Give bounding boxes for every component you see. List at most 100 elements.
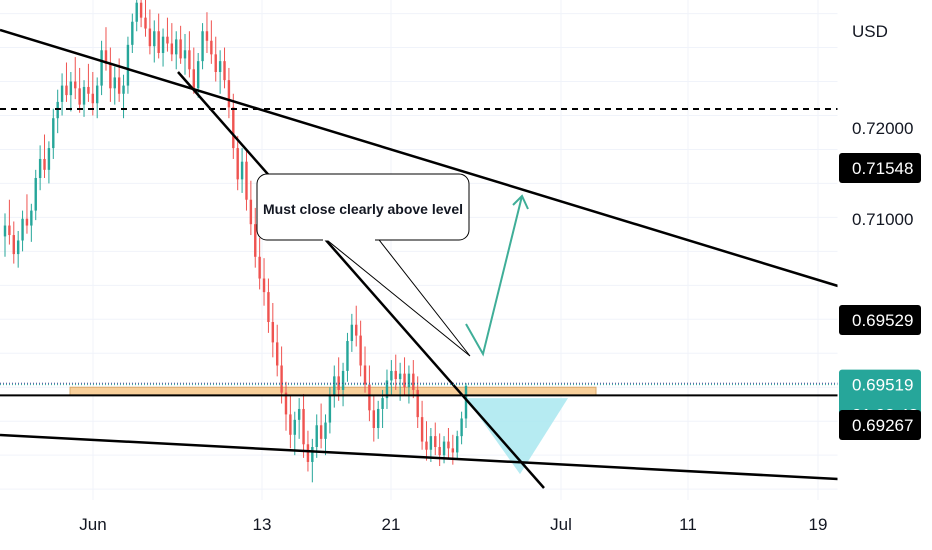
candle	[280, 365, 283, 393]
candle	[25, 218, 29, 226]
candle	[148, 28, 152, 47]
price-tag-3	[839, 410, 921, 440]
x-tick-label-0: Jun	[79, 515, 106, 534]
candle	[394, 370, 397, 380]
candle	[95, 85, 99, 104]
candle	[302, 408, 305, 445]
callout-pointer	[320, 235, 471, 357]
candle	[91, 93, 95, 104]
candle	[109, 63, 112, 89]
candle	[240, 161, 244, 180]
candle	[363, 365, 367, 385]
candle	[201, 31, 204, 62]
candle	[78, 88, 81, 105]
price-tag-1	[839, 305, 921, 335]
candle	[381, 398, 384, 409]
y-tick-label-1: 0.71000	[852, 210, 913, 229]
candles	[3, 0, 468, 483]
candle	[192, 69, 195, 89]
candle	[333, 376, 336, 396]
candle	[289, 414, 292, 435]
callout-text: Must close clearly above level	[263, 201, 463, 217]
candle	[183, 50, 187, 59]
candle	[100, 50, 103, 86]
candle	[223, 61, 226, 81]
candle	[12, 235, 15, 255]
candle	[385, 380, 389, 399]
candle	[69, 81, 73, 96]
candle	[214, 54, 217, 73]
candle	[21, 218, 24, 241]
candle	[306, 444, 310, 462]
breakout-arrow	[465, 195, 523, 357]
x-tick-label-3: Jul	[550, 515, 572, 534]
candle	[74, 81, 77, 89]
candle	[38, 158, 42, 178]
candle	[56, 101, 59, 119]
candle	[390, 370, 393, 381]
candle	[139, 2, 143, 18]
candle	[153, 31, 156, 47]
candle	[179, 39, 182, 59]
candle	[398, 373, 402, 380]
candle	[372, 410, 376, 428]
y-tick-label-0: 0.72000	[852, 119, 913, 138]
price-tag-label-1: 0.69529	[852, 311, 913, 330]
candle	[122, 85, 125, 94]
candle	[271, 322, 275, 343]
candle	[434, 436, 437, 448]
candle	[34, 177, 37, 211]
candle	[368, 384, 371, 411]
upper-trendline	[0, 28, 839, 288]
candle	[131, 21, 134, 45]
candle	[262, 278, 266, 293]
candle	[328, 395, 332, 423]
candle	[232, 107, 235, 149]
time-axis-background	[0, 500, 838, 550]
candle	[460, 418, 463, 437]
candle	[47, 148, 51, 170]
candle	[157, 31, 160, 53]
x-tick-label-1: 13	[253, 515, 272, 534]
candle	[311, 447, 314, 462]
projection-triangle	[466, 398, 568, 475]
candle	[447, 441, 450, 449]
candle	[442, 441, 446, 456]
candle	[113, 77, 116, 89]
candle	[346, 341, 349, 371]
candle	[227, 80, 231, 108]
candle	[464, 385, 468, 419]
candle	[267, 292, 270, 323]
time-axis[interactable]: Jun 13 21 Jul 11 19	[0, 500, 838, 550]
price-tag-0	[839, 153, 921, 183]
candle	[249, 199, 253, 225]
candle	[254, 224, 257, 257]
candle	[315, 425, 318, 448]
candle	[188, 50, 191, 70]
candle	[337, 376, 340, 390]
candle	[8, 225, 11, 236]
candle	[276, 342, 279, 366]
price-axis[interactable]: USD0.720000.710000.715480.695290.6951901…	[837, 0, 932, 550]
candle	[297, 408, 301, 420]
candle	[319, 425, 323, 439]
candle	[175, 39, 178, 55]
candle	[104, 50, 108, 64]
candle	[52, 118, 55, 149]
currency-label: USD	[852, 22, 888, 41]
candle	[350, 324, 354, 342]
candle	[82, 86, 86, 105]
candle	[205, 31, 209, 41]
x-tick-label-4: 11	[679, 515, 697, 534]
x-tick-label-5: 19	[809, 515, 828, 534]
candle	[416, 389, 419, 418]
candle	[412, 373, 415, 390]
candle	[30, 210, 33, 226]
drawings-front: Must close clearly above level	[0, 28, 839, 489]
candle	[293, 419, 296, 435]
resistance-zone	[69, 386, 597, 396]
candle	[170, 43, 174, 55]
candle	[429, 436, 433, 450]
